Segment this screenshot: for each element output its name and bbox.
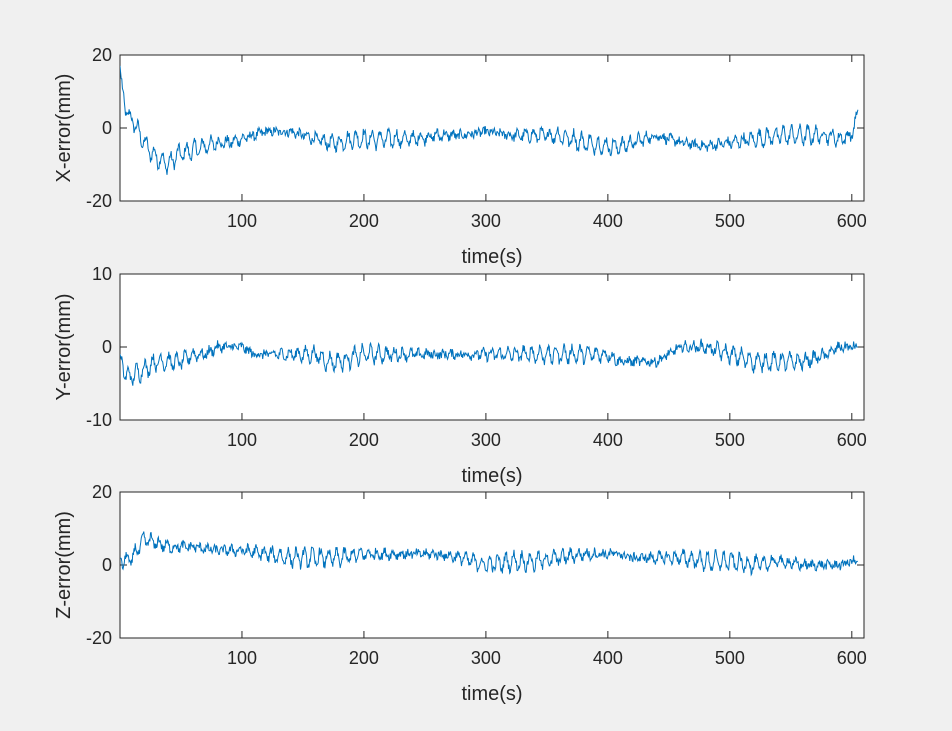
x-error-axes-box xyxy=(119,54,865,202)
y-tick-label: 10 xyxy=(92,264,112,284)
x-error-xlabel: time(s) xyxy=(461,246,522,268)
x-tick-label: 100 xyxy=(227,211,257,231)
y-error-subplot: 100 200 300 400 500 600 -10 0 10 time(s) Y-error(m… xyxy=(53,264,867,487)
y-error-ylabel: Y-error(mm) xyxy=(53,293,75,400)
x-error-series-line xyxy=(120,65,859,175)
x-tick-label: 600 xyxy=(837,430,867,450)
y-tick-label: 20 xyxy=(92,45,112,65)
x-error-ylabel: X-error(mm) xyxy=(53,74,75,183)
z-error-ylabel: Z-error(mm) xyxy=(53,511,75,619)
x-tick-label: 500 xyxy=(715,430,745,450)
x-tick-label: 500 xyxy=(715,648,745,668)
x-tick-label: 600 xyxy=(837,648,867,668)
y-error-xlabel: time(s) xyxy=(461,465,522,487)
z-error-series-line xyxy=(120,531,858,577)
x-tick-label: 400 xyxy=(593,211,623,231)
subplots: 100 200 300 400 500 600-20020time(s)X-error(m… xyxy=(53,45,867,705)
y-tick-label: 20 xyxy=(92,482,112,502)
x-tick-label: 600 xyxy=(837,211,867,231)
y-error-series-line xyxy=(120,338,858,386)
x-error-subplot: 100 200 300 400 500 600 -20 0 20 time(s) X-error(m… xyxy=(53,45,867,268)
x-tick-label: 100 xyxy=(227,648,257,668)
x-tick-label: 300 xyxy=(471,430,501,450)
x-tick-label: 200 xyxy=(349,211,379,231)
y-tick-label: 0 xyxy=(102,337,112,357)
x-tick-label: 400 xyxy=(593,430,623,450)
x-tick-label: 500 xyxy=(715,211,745,231)
z-error-subplot: 100 200 300 400 500 600 -20 0 20 time(s) Z-error(m… xyxy=(53,482,867,705)
y-tick-label: -10 xyxy=(86,410,112,430)
x-tick-label: 200 xyxy=(349,648,379,668)
y-tick-label: -20 xyxy=(86,628,112,648)
x-tick-label: 400 xyxy=(593,648,623,668)
x-tick-label: 300 xyxy=(471,211,501,231)
x-tick-label: 100 xyxy=(227,430,257,450)
y-tick-label: 0 xyxy=(102,555,112,575)
x-tick-label: 300 xyxy=(471,648,501,668)
z-error-xlabel: time(s) xyxy=(461,683,522,705)
x-tick-label: 200 xyxy=(349,430,379,450)
y-tick-label: 0 xyxy=(102,118,112,138)
y-tick-label: -20 xyxy=(86,191,112,211)
